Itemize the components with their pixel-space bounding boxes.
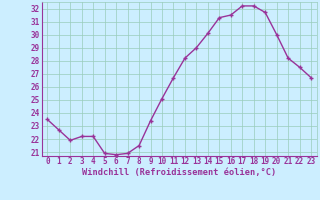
X-axis label: Windchill (Refroidissement éolien,°C): Windchill (Refroidissement éolien,°C) <box>82 168 276 177</box>
